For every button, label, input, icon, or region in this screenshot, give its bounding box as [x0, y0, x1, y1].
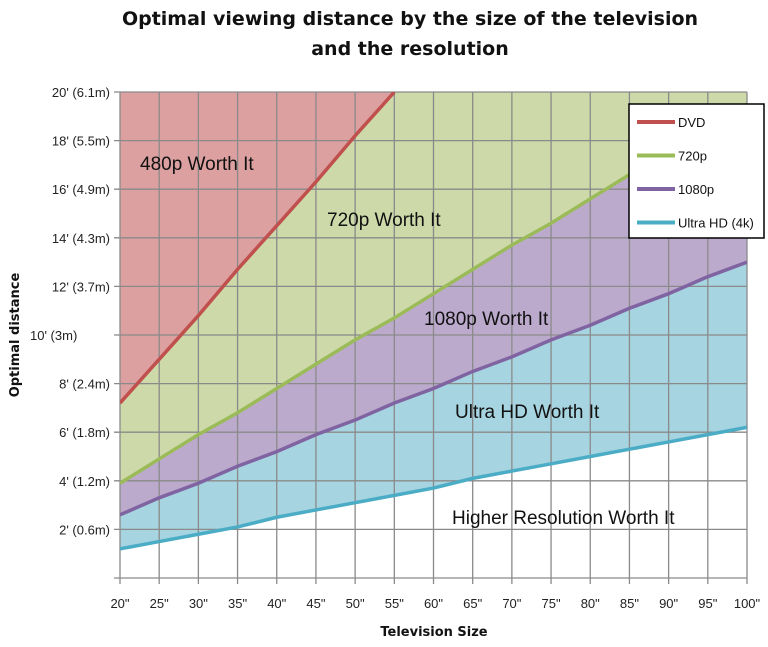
x-tick-label: 60"	[424, 596, 443, 611]
x-tick-label: 45"	[306, 596, 325, 611]
series-line-2	[120, 260, 747, 517]
y-tick-label: 6' (1.8m)	[59, 425, 110, 440]
y-axis-label: Optimal distance	[8, 273, 23, 398]
x-tick-label: 65"	[463, 596, 482, 611]
x-tick-label: 50"	[346, 596, 365, 611]
y-tick-label: 20' (6.1m)	[52, 85, 110, 100]
y-tick-label: 10' (3m)	[30, 328, 77, 343]
x-tick-label: 80"	[581, 596, 600, 611]
x-tick-label: 70"	[502, 596, 521, 611]
x-tick-label: 90"	[659, 596, 678, 611]
chart-title-line-2: and the resolution	[311, 38, 509, 60]
legend-label: DVD	[678, 115, 705, 130]
x-tick-label: 30"	[189, 596, 208, 611]
x-tick-label: 40"	[267, 596, 286, 611]
x-tick-label: 25"	[150, 596, 169, 611]
chart-title-line-1: Optimal viewing distance by the size of …	[121, 8, 699, 30]
legend-label: 1080p	[678, 182, 714, 197]
legend	[628, 103, 765, 239]
x-tick-label: 20"	[110, 596, 129, 611]
y-tick-label: 14' (4.3m)	[52, 231, 110, 246]
region-label: 480p Worth It	[140, 154, 254, 175]
y-tick-label: 16' (4.9m)	[52, 182, 110, 197]
x-axis-label: Television Size	[380, 625, 487, 640]
legend-label: 720p	[678, 149, 707, 164]
y-tick-label: 4' (1.2m)	[59, 474, 110, 489]
x-tick-label: 75"	[542, 596, 561, 611]
region-label: Ultra HD Worth It	[455, 402, 600, 423]
x-tick-label: 85"	[620, 596, 639, 611]
region-label: Higher Resolution Worth It	[452, 508, 675, 529]
series-line-3	[120, 425, 747, 551]
y-tick-label: 2' (0.6m)	[59, 522, 110, 537]
region-label: 720p Worth It	[327, 210, 441, 231]
x-tick-label: 100"	[734, 596, 761, 611]
y-tick-label: 18' (5.5m)	[52, 134, 110, 149]
x-tick-label: 95"	[698, 596, 717, 611]
x-tick-label: 35"	[228, 596, 247, 611]
region-label: 1080p Worth It	[424, 309, 549, 330]
y-tick-label: 8' (2.4m)	[59, 377, 110, 392]
x-tick-label: 55"	[385, 596, 404, 611]
series-line-0	[120, 92, 396, 405]
legend-label: Ultra HD (4k)	[678, 216, 754, 231]
y-tick-label: 12' (3.7m)	[52, 279, 110, 294]
